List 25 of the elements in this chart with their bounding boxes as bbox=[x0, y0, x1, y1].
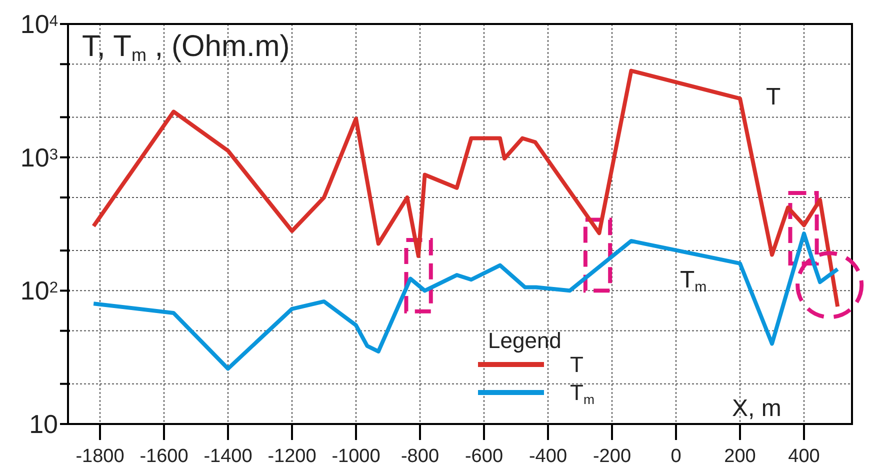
y-tick-label: 10$^{3}$ bbox=[20, 142, 58, 172]
x-tick-label: -400 bbox=[528, 446, 568, 467]
x-tick-label: 200 bbox=[724, 446, 756, 467]
x-tick-label: -1000 bbox=[332, 446, 380, 467]
x-tick-label: 0 bbox=[670, 446, 682, 467]
text: T bbox=[766, 84, 781, 111]
line-series bbox=[92, 68, 840, 309]
x-tick-label: -800 bbox=[400, 446, 440, 467]
x-tick-label: -1400 bbox=[204, 446, 252, 467]
x-tick-label: -600 bbox=[464, 446, 504, 467]
y-tick-label: 10$^{4}$ bbox=[20, 9, 58, 39]
x-tick-label: -200 bbox=[592, 446, 632, 467]
line-series bbox=[92, 232, 840, 371]
x-tick-label: -1800 bbox=[76, 446, 124, 467]
y-axis-title: T, T$_{m}$, (Ohm.m) bbox=[82, 30, 290, 66]
y-tick-label: 10 bbox=[29, 409, 58, 439]
y-tick-label: 10$^{2}$ bbox=[20, 276, 58, 306]
x-tick-label: 400 bbox=[788, 446, 820, 467]
legend-label: T$_{m}$ bbox=[570, 380, 594, 407]
text: T$_{m}$ bbox=[680, 266, 707, 296]
legend-label: T bbox=[570, 352, 584, 377]
x-axis-title: X, m bbox=[732, 395, 782, 422]
legend-title: Legend bbox=[488, 328, 562, 353]
x-tick-label: -1600 bbox=[140, 446, 188, 467]
x-tick-label: -1200 bbox=[268, 446, 316, 467]
